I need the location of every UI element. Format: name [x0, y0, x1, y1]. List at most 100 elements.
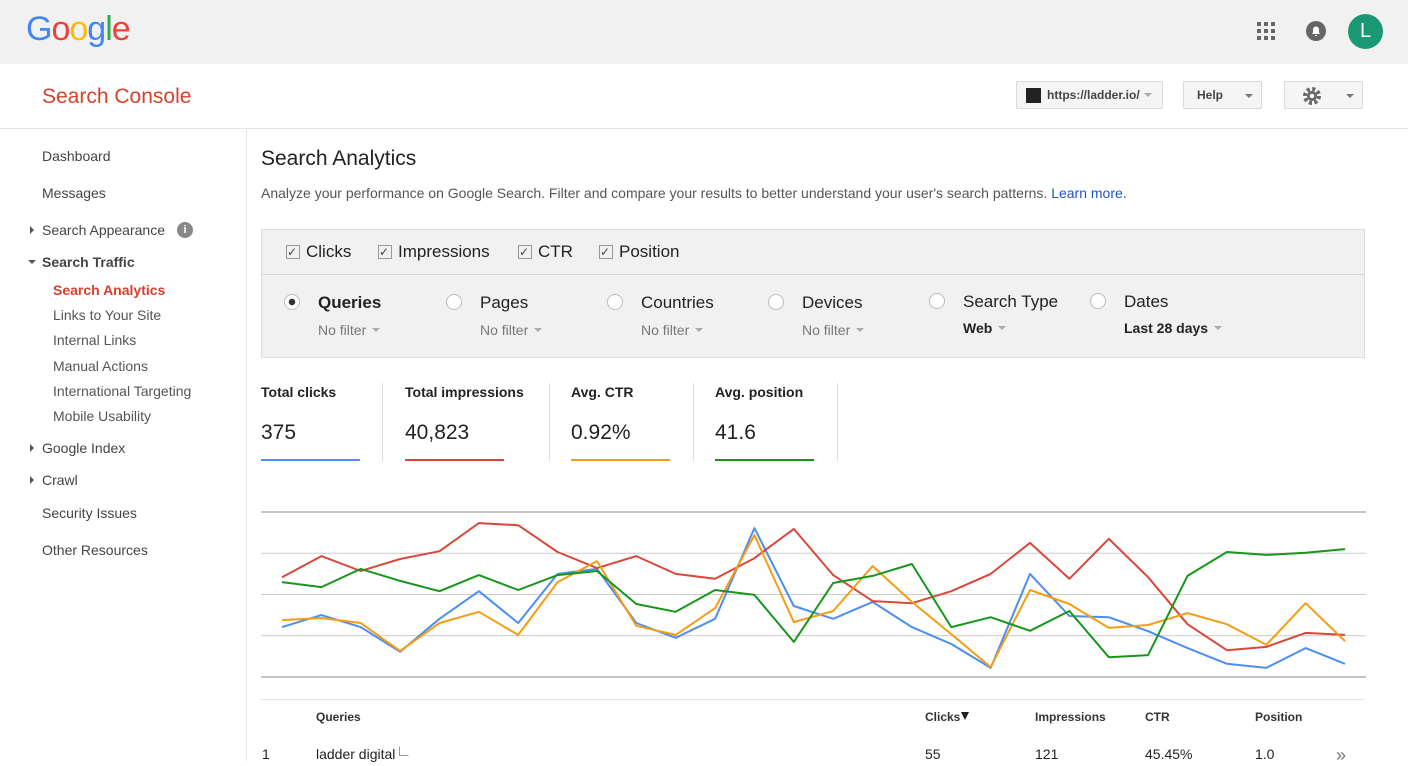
radio[interactable] [284, 294, 300, 310]
radio[interactable] [446, 294, 462, 310]
sidebar [0, 129, 247, 761]
caret [1346, 94, 1354, 98]
sort-indicator [961, 712, 969, 720]
performance-chart [261, 511, 1366, 678]
nav-item[interactable]: Crawl [42, 472, 78, 488]
radio[interactable] [607, 294, 623, 310]
site-url: https://ladder.io/ [1047, 88, 1140, 102]
metric-checkbox[interactable]: CTR [518, 242, 573, 262]
table-header[interactable]: CTR [1145, 710, 1170, 724]
caret [1245, 94, 1253, 98]
dimension-name[interactable]: Pages [480, 293, 529, 312]
avatar-letter: L [1359, 20, 1372, 42]
nav-subitem[interactable]: International Targeting [53, 383, 192, 399]
total-value[interactable]: 41.6 [715, 421, 756, 444]
google-logo[interactable]: Google [26, 10, 131, 49]
help-button[interactable]: Help [1183, 81, 1262, 109]
nav-item[interactable]: Search Traffic [42, 254, 135, 270]
radio[interactable] [929, 293, 945, 309]
dimension-name[interactable]: Countries [641, 293, 714, 312]
nav-item[interactable]: Google Index [42, 440, 126, 456]
filter-divider [262, 274, 1364, 275]
nav-subitem[interactable]: Manual Actions [53, 358, 148, 374]
dimension-filter[interactable]: No filter [802, 322, 851, 338]
metric-checkbox[interactable]: Clicks [286, 242, 351, 262]
site-selector[interactable]: https://ladder.io/ [1016, 81, 1163, 109]
page-title: Search Analytics [261, 147, 417, 170]
nav-subitem-active[interactable]: Search Analytics [53, 282, 166, 298]
external-link-icon[interactable] [399, 746, 409, 756]
series-line [281, 522, 1346, 652]
nav-item[interactable]: Security Issues [42, 505, 137, 521]
nav-item[interactable]: Dashboard [42, 148, 111, 164]
table-cell: 45.45% [1145, 746, 1193, 762]
radio[interactable] [1090, 293, 1106, 309]
caret [998, 326, 1006, 330]
total-label[interactable]: Avg. position [715, 384, 804, 400]
expand-arrow[interactable] [30, 444, 34, 452]
caret [534, 328, 542, 332]
notifications-icon[interactable] [1306, 21, 1326, 41]
dimension-filter[interactable]: No filter [318, 322, 367, 338]
site-favicon [1026, 88, 1041, 103]
collapse-arrow[interactable] [28, 260, 36, 264]
total-value[interactable]: 0.92% [571, 421, 631, 444]
dimension-name[interactable]: Queries [318, 293, 382, 312]
dimension-filter[interactable]: No filter [480, 322, 529, 338]
table-header[interactable]: Position [1255, 710, 1303, 724]
avatar[interactable]: L [1348, 14, 1383, 49]
total-label[interactable]: Total impressions [405, 384, 524, 400]
nav-item[interactable]: Messages [42, 185, 106, 201]
expand-arrow[interactable] [30, 476, 34, 484]
logo-text: Google [26, 10, 131, 48]
dimension-name[interactable]: Devices [802, 293, 863, 312]
table-cell: 1.0 [1255, 746, 1275, 762]
total-separator [549, 383, 550, 461]
dimension-filter[interactable]: Web [963, 320, 993, 336]
total-label[interactable]: Avg. CTR [571, 384, 634, 400]
table-header[interactable]: Queries [316, 710, 361, 724]
expand-arrow[interactable] [30, 226, 34, 234]
caret [856, 328, 864, 332]
toolbar: Search Console https://ladder.io/ Help [0, 64, 1408, 129]
gear-icon [1303, 87, 1321, 105]
table-cell: 121 [1035, 746, 1059, 762]
caret [372, 328, 380, 332]
total-value[interactable]: 40,823 [405, 421, 470, 444]
dimension-filter[interactable]: Last 28 days [1124, 320, 1209, 336]
dimension-filter[interactable]: No filter [641, 322, 690, 338]
settings-button[interactable] [1284, 81, 1363, 109]
nav-subitem[interactable]: Mobile Usability [53, 408, 152, 424]
table-header[interactable]: Impressions [1035, 710, 1106, 724]
row-expand[interactable]: » [1336, 745, 1347, 765]
table-divider [261, 699, 1365, 700]
nav-subitem[interactable]: Links to Your Site [53, 307, 162, 323]
table-header[interactable]: Clicks [925, 710, 961, 724]
table-cell: 55 [925, 746, 941, 762]
total-separator [382, 383, 383, 461]
top-bar: Google L [0, 0, 1408, 64]
table-cell[interactable]: ladder digital [316, 746, 396, 762]
radio[interactable] [768, 294, 784, 310]
nav-item[interactable]: Search Appearance [42, 222, 165, 238]
nav-item[interactable]: Other Resources [42, 542, 148, 558]
total-value[interactable]: 375 [261, 421, 297, 444]
learn-more-link[interactable]: Learn more. [1051, 185, 1127, 201]
info-icon[interactable]: i [177, 222, 193, 238]
metric-checkbox[interactable]: Position [599, 242, 679, 262]
metric-checkbox[interactable]: Impressions [378, 242, 490, 262]
product-name[interactable]: Search Console [42, 85, 192, 108]
total-separator [837, 383, 838, 461]
dimension-name[interactable]: Dates [1124, 292, 1169, 311]
apps-icon[interactable] [1257, 22, 1276, 41]
dimension-name[interactable]: Search Type [963, 292, 1059, 311]
series-line [281, 534, 1346, 669]
description-text: Analyze your performance on Google Searc… [261, 185, 1048, 201]
nav-subitem[interactable]: Internal Links [53, 332, 137, 348]
total-underline [571, 459, 670, 461]
total-label[interactable]: Total clicks [261, 384, 337, 400]
caret [1144, 93, 1152, 97]
table-cell: 1 [262, 746, 270, 762]
total-underline [405, 459, 504, 461]
